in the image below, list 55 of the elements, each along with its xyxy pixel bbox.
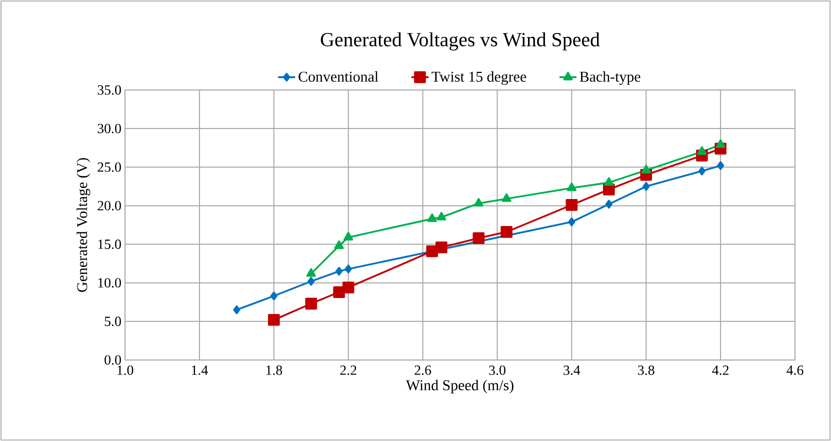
x-tick-label: 1.4 [192,365,208,375]
x-tick-label: 3.0 [489,366,506,375]
point [474,198,484,207]
point [427,213,437,222]
point [436,212,446,220]
point [268,314,280,326]
point [233,305,240,314]
y-tick-label: 15.0 [98,240,121,250]
point [306,268,316,277]
point [641,164,651,174]
y-tick-label: 30.0 [98,124,121,134]
point [717,161,724,170]
point [500,226,512,238]
point [605,200,612,209]
point [436,241,448,254]
point [566,182,576,192]
point [642,182,650,191]
x-tick-label: 4.6 [786,366,804,375]
x-tick-label: 3.4 [564,366,580,375]
point [333,286,345,298]
y-tick-label: 10.0 [98,278,121,288]
y-tick-label: 20.0 [98,200,121,210]
point [472,232,485,244]
point [602,184,615,196]
x-tick-label: 2.6 [414,366,432,375]
y-axis-title: Generated Voltage (V) [76,158,90,292]
chart-title: Generated Voltages vs Wind Speed [320,32,600,50]
x-tick-label: 1.0 [118,366,134,375]
point [566,199,578,211]
point [334,240,344,249]
point [698,166,706,176]
point [716,139,726,148]
legend-label: Bach-type [580,71,640,85]
point [342,282,354,294]
point [305,298,318,310]
point [344,232,354,240]
y-tick-label: 25.0 [98,162,121,172]
point [568,218,576,226]
y-tick-label: 5.0 [104,316,121,326]
legend-label: Twist 15 degree [432,71,526,85]
x-tick-label: 1.8 [266,366,282,375]
point [604,177,614,186]
point [270,292,278,300]
point [697,146,707,155]
y-tick-label: 35.0 [98,85,121,95]
point [308,276,315,286]
legend-label: Conventional [298,71,378,82]
x-tick-label: 4.2 [712,366,729,375]
x-tick-label: 3.8 [638,366,654,375]
x-axis-title: Wind Speed (m/s) [406,380,514,394]
point [344,264,352,274]
x-tick-label: 2.2 [340,366,356,375]
point [336,266,343,276]
point [502,193,512,202]
y-tick-label: 0.0 [104,355,121,365]
